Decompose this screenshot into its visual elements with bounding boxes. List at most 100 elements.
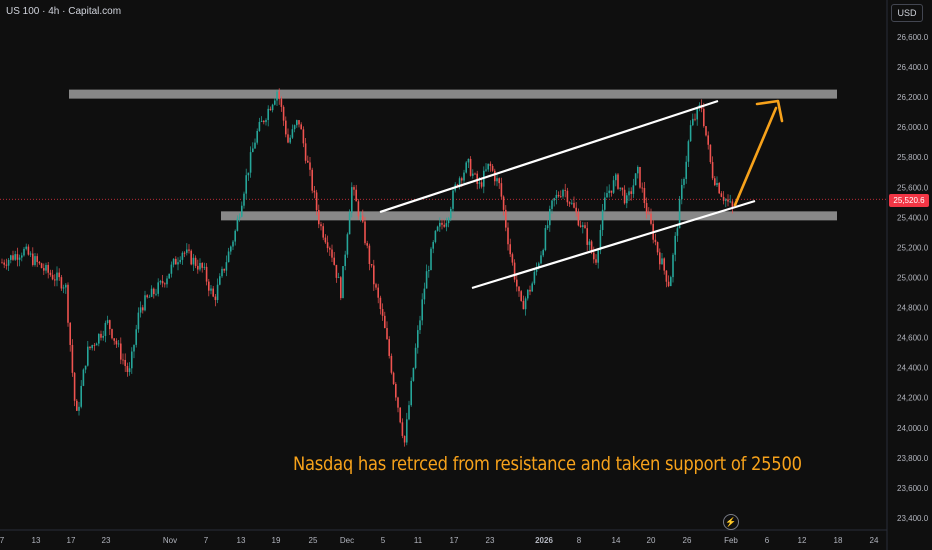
candle	[463, 169, 465, 185]
candle-body	[392, 372, 395, 384]
candle-body	[133, 344, 135, 352]
candle	[126, 362, 129, 377]
candle	[216, 278, 219, 304]
candle	[142, 304, 144, 314]
candle	[469, 156, 472, 177]
candle-body	[60, 277, 63, 289]
candle-body	[95, 343, 98, 346]
candle	[89, 346, 91, 350]
candle	[439, 217, 441, 233]
x-tick-label: 7	[0, 536, 5, 545]
y-tick-label: 26,600.0	[897, 33, 929, 42]
candle	[296, 119, 298, 128]
candle	[293, 124, 296, 133]
current-price-tag: 25,520.6	[889, 194, 929, 207]
candle	[364, 216, 366, 246]
candle	[516, 273, 518, 292]
candle	[320, 221, 322, 231]
candle-body	[223, 268, 225, 271]
candle	[135, 324, 137, 348]
candle-body	[168, 273, 170, 279]
candle-body	[436, 226, 439, 231]
x-tick-label: 13	[237, 536, 246, 545]
candle	[606, 186, 608, 198]
candle-body	[199, 263, 201, 270]
candle	[377, 283, 379, 304]
candle-body	[234, 230, 236, 242]
candle-body	[139, 307, 142, 313]
candle-body	[395, 383, 397, 398]
candle-body	[188, 249, 190, 251]
x-tick-label: 11	[414, 536, 423, 545]
candle-body	[546, 225, 549, 229]
candle-body	[27, 246, 30, 255]
candle-body	[157, 282, 159, 294]
candle-body	[155, 293, 157, 295]
candle	[172, 258, 175, 268]
candle	[62, 284, 65, 294]
y-tick-label: 23,400.0	[897, 514, 929, 523]
candle-body	[439, 222, 441, 227]
candle	[509, 238, 511, 258]
candle-body	[628, 191, 630, 196]
candle-body	[122, 359, 124, 361]
candle	[298, 120, 300, 128]
candle-body	[324, 237, 327, 243]
candle-body	[410, 380, 412, 406]
candle-body	[681, 184, 683, 200]
candle	[445, 217, 448, 232]
candle-body	[498, 178, 500, 184]
candle	[256, 128, 258, 145]
candle-body	[45, 264, 47, 271]
candle	[670, 275, 672, 287]
candle-body	[135, 329, 137, 345]
candle-body	[128, 368, 131, 373]
candle-body	[386, 328, 388, 340]
candle	[659, 248, 661, 270]
candle	[71, 339, 74, 377]
candle	[511, 252, 514, 266]
candle	[282, 105, 285, 126]
candle	[524, 296, 527, 316]
candle	[513, 259, 516, 283]
candle-body	[518, 286, 520, 292]
candle-body	[491, 165, 494, 171]
candle-body	[40, 263, 43, 269]
candle	[566, 187, 569, 206]
candle-body	[434, 230, 437, 242]
x-tick-label: 2026	[535, 536, 553, 545]
candle	[661, 252, 663, 265]
x-tick-label: 6	[765, 536, 770, 545]
candle-body	[612, 180, 615, 193]
candle-body	[164, 283, 166, 285]
candle	[302, 126, 305, 148]
candle	[564, 183, 566, 198]
candle	[634, 173, 637, 186]
candle-body	[137, 312, 140, 330]
candle	[689, 120, 692, 142]
candle	[137, 307, 140, 333]
candle	[23, 246, 25, 257]
candle-body	[590, 241, 593, 253]
candle-body	[298, 120, 300, 125]
candle	[159, 279, 162, 285]
candle-body	[663, 258, 665, 271]
candle	[278, 88, 280, 105]
currency-selector[interactable]: USD	[891, 4, 923, 22]
candle-body	[417, 330, 419, 348]
chart-annotation: Nasdaq has retrced from resistance and t…	[293, 453, 802, 475]
candle-body	[430, 248, 432, 271]
candle-body	[366, 243, 368, 246]
candle	[390, 353, 393, 375]
candle	[100, 330, 102, 341]
candle	[406, 412, 408, 446]
lightning-icon[interactable]: ⚡	[723, 514, 739, 530]
candle-body	[179, 259, 181, 263]
candle	[571, 199, 573, 205]
candle	[111, 328, 113, 340]
candle	[357, 199, 360, 220]
candle	[421, 293, 423, 326]
candle	[161, 275, 164, 288]
candle-body	[331, 249, 333, 258]
